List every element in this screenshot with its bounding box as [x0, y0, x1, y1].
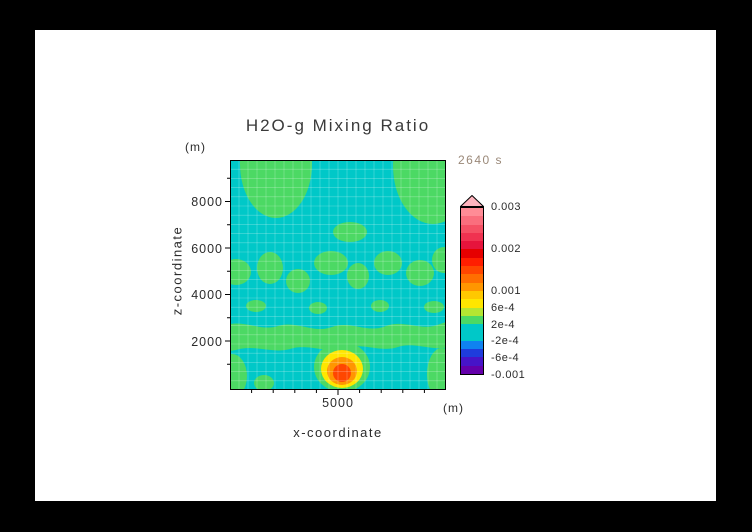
x-tick-label: 5000 — [322, 396, 354, 410]
y-tick-label: 4000 — [191, 288, 223, 302]
chart-title: H2O-g Mixing Ratio — [245, 116, 431, 135]
grid-lines — [230, 160, 446, 390]
plot-frame — [230, 160, 446, 390]
colorbar-overflow-triangle — [460, 195, 484, 207]
colorbar-segment — [461, 299, 483, 308]
hotspot-core — [333, 364, 351, 382]
y-tick-label: 2000 — [191, 335, 223, 349]
colorbar-segment — [461, 307, 483, 316]
mid-level-isolated-blob — [333, 222, 367, 242]
axis-ticks — [225, 177, 425, 395]
colorbar-segment — [461, 324, 483, 333]
figure-panel: H2O-g Mixing Ratio (m) 2640 s z-coordina… — [35, 30, 716, 501]
colorbar-segment — [461, 315, 483, 325]
colorbar-segment — [461, 224, 483, 233]
colorbar-segment — [461, 216, 483, 225]
x-axis-label: x-coordinate — [293, 425, 383, 440]
colorbar-segment — [461, 365, 483, 374]
overflow-triangle-shape — [460, 195, 484, 207]
colorbar-segment — [461, 274, 483, 283]
colorbar-tick-label: 2e-4 — [491, 319, 516, 331]
colorbar-tick-label: 0.001 — [491, 285, 522, 297]
colorbar-segment — [461, 340, 483, 350]
plume-hotspot — [314, 342, 370, 390]
colorbar-segment — [461, 266, 483, 275]
colorbar-segment — [461, 290, 483, 300]
y-tick-label: 8000 — [191, 195, 223, 209]
colorbar-tick-label: -2e-4 — [491, 335, 520, 347]
upper-left-moist-region — [240, 160, 312, 218]
colorbar-segment — [461, 257, 483, 267]
colorbar-tick-label: 0.002 — [491, 243, 522, 255]
colorbar-tick-label: 6e-4 — [491, 302, 516, 314]
upper-right-moist-region — [393, 160, 446, 224]
colorbar-tick-label: -6e-4 — [491, 352, 520, 364]
contour-field — [230, 160, 446, 390]
contour-plot — [225, 160, 446, 395]
colorbar-segment — [461, 332, 483, 341]
x-axis-unit: (m) — [443, 401, 464, 415]
colorbar-segment — [461, 232, 483, 242]
colorbar-tick-label: 0.003 — [491, 201, 522, 213]
colorbar-segment — [461, 241, 483, 250]
colorbar-bar — [460, 207, 484, 375]
time-annotation: 2640 s — [458, 153, 504, 167]
colorbar-segment — [461, 208, 483, 217]
colorbar-segment — [461, 357, 483, 366]
colorbar-labels: 0.003 0.002 0.001 6e-4 2e-4 -2e-4 -6e-4 -0.001 — [491, 30, 561, 501]
green-contour-regions — [230, 160, 446, 390]
y-tick-label: 6000 — [191, 242, 223, 256]
colorbar-segment — [461, 282, 483, 291]
y-axis-unit: (m) — [185, 140, 206, 154]
colorbar-segment — [461, 249, 483, 258]
colorbar-segment — [461, 349, 483, 358]
low-level-moist-band — [230, 322, 446, 351]
y-axis-label: z-coordinate — [169, 225, 185, 316]
colorbar-tick-label: -0.001 — [491, 369, 526, 381]
